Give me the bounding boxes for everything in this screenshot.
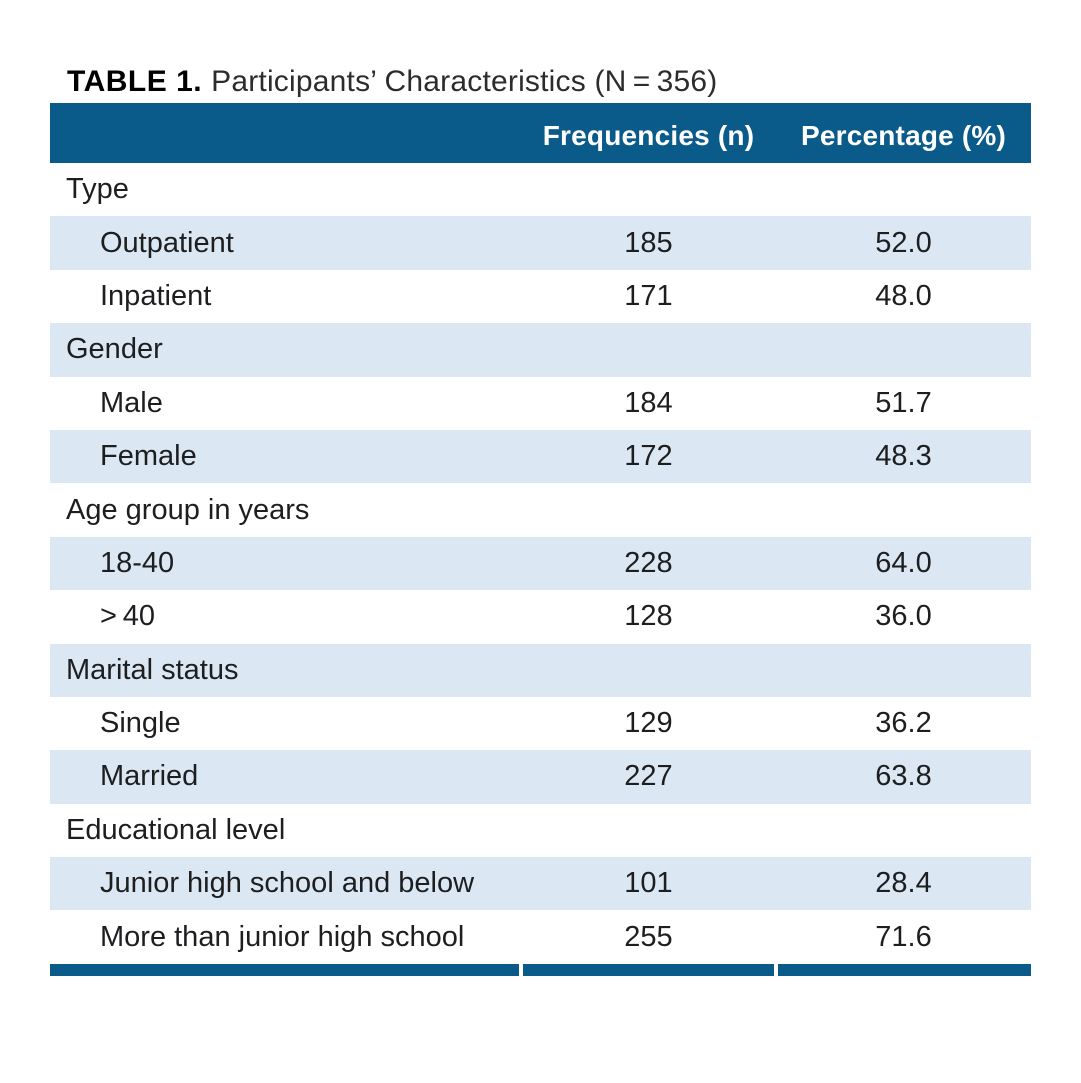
row-percentage-cell: 64.0 (875, 546, 932, 579)
table-row: Single 129 36.2 (50, 696, 1031, 751)
table-title: TABLE 1. Participants’ Characteristics (N… (67, 64, 718, 100)
row-label-cell: Male (100, 386, 163, 419)
table-body: Type Outpatient 185 52.0 Inpatient 171 48.0 Gen… (50, 163, 1031, 964)
row-percentage-cell: 71.6 (875, 920, 932, 953)
row-percentage-cell: 48.0 (875, 279, 932, 312)
row-frequency-cell: 184 (624, 386, 673, 419)
row-label-cell: > 40 (100, 600, 155, 633)
header-cell-frequencies: Frequencies (n) (542, 119, 755, 151)
row-percentage-cell: 52.0 (875, 226, 932, 259)
row-frequency-cell: 227 (624, 760, 673, 793)
row-frequency-cell: 171 (624, 279, 673, 312)
table-title-number: TABLE 1. (67, 65, 203, 98)
table-row: Outpatient 185 52.0 (50, 216, 1031, 270)
row-label-cell: Educational level (66, 813, 286, 846)
table-row: Inpatient 171 48.0 (50, 269, 1031, 324)
row-percentage-cell: 28.4 (875, 867, 932, 900)
table-row: Educational level (50, 803, 1031, 858)
table-row: Gender (50, 323, 1031, 377)
row-frequency-cell: 255 (624, 920, 673, 953)
row-label-cell: Inpatient (100, 279, 212, 312)
header-cell-row-label (50, 131, 521, 136)
row-label-cell: Gender (66, 333, 163, 366)
row-label-cell: More than junior high school (100, 920, 465, 953)
bottom-rule-segment-2 (523, 963, 774, 976)
bottom-rule-segment-3 (778, 963, 1031, 976)
row-label-cell: Married (100, 760, 199, 793)
participants-table: Frequencies (n) Percentage (%) Type Outpa… (50, 103, 1031, 976)
table-row: Female 172 48.3 (50, 429, 1031, 484)
table-row: More than junior high school 255 71.6 (50, 910, 1031, 964)
row-percentage-cell: 51.7 (875, 386, 932, 419)
table-row: Male 184 51.7 (50, 376, 1031, 430)
row-frequency-cell: 129 (624, 707, 673, 740)
table-row: Type (50, 163, 1031, 217)
table-row: Marital status (50, 643, 1031, 697)
row-frequency-cell: 172 (624, 440, 673, 473)
row-frequency-cell: 228 (624, 546, 673, 579)
table-bottom-rule (50, 963, 1031, 976)
table-row: > 40 128 36.0 (50, 590, 1031, 644)
header-cell-percentage: Percentage (%) (800, 119, 1007, 151)
table-row: Junior high school and below 101 28.4 (50, 857, 1031, 911)
table-header-row: Frequencies (n) Percentage (%) (50, 103, 1031, 163)
row-frequency-cell: 128 (624, 600, 673, 633)
row-label-cell: Single (100, 707, 181, 740)
row-label-cell: Marital status (66, 653, 239, 686)
row-label-cell: Type (66, 173, 129, 206)
row-label-cell: Age group in years (66, 493, 310, 526)
row-frequency-cell: 101 (624, 867, 673, 900)
row-label-cell: 18-40 (100, 546, 175, 579)
bottom-rule-segment-1 (50, 963, 519, 976)
table-row: 18-40 228 64.0 (50, 536, 1031, 591)
table-row: Married 227 63.8 (50, 750, 1031, 804)
row-label-cell: Outpatient (100, 226, 234, 259)
table-title-caption: Participants’ Characteristics (N = 356) (211, 65, 718, 98)
row-label-cell: Junior high school and below (100, 867, 475, 900)
row-frequency-cell: 185 (624, 226, 673, 259)
row-percentage-cell: 36.0 (875, 600, 932, 633)
row-label-cell: Female (100, 440, 197, 473)
table-row: Age group in years (50, 483, 1031, 537)
row-percentage-cell: 63.8 (875, 760, 932, 793)
row-percentage-cell: 48.3 (875, 440, 932, 473)
row-percentage-cell: 36.2 (875, 707, 932, 740)
